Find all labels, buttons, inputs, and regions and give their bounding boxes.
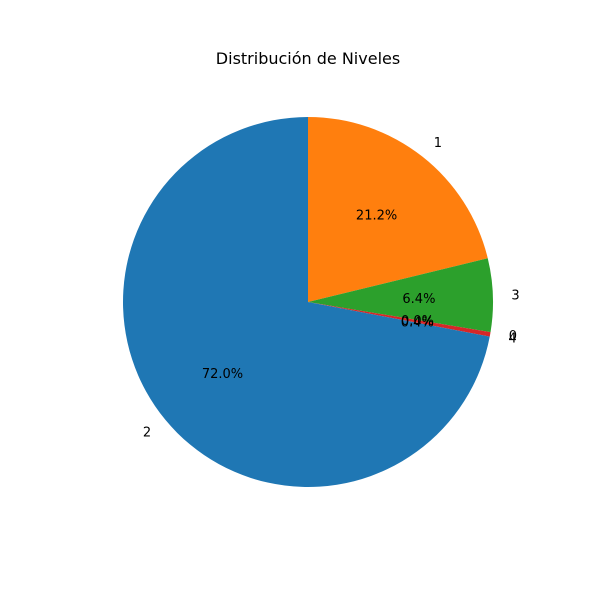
percent-label-3: 6.4% [402,292,435,307]
category-label-0: 0 [509,329,517,344]
category-label-3: 3 [511,288,519,303]
pie-labels: 1 21.2% 3 6.4% 0 0.0% 4 0.4% 2 72.0% [143,136,520,441]
pie-slice-3 [308,258,493,333]
category-label-4: 4 [508,332,516,347]
percent-label-0: 0.0% [401,314,434,329]
percent-label-2: 72.0% [202,367,243,382]
category-label-1: 1 [434,136,442,151]
percent-label-1: 21.2% [356,209,397,224]
percent-label-4: 0.4% [401,315,434,330]
chart-title: Distribución de Niveles [216,49,400,68]
category-label-2: 2 [143,426,151,441]
pie-slice-4 [308,302,491,337]
pie-slices [123,117,493,487]
pie-slice-2 [123,117,490,487]
pie-slice-1 [308,117,488,302]
